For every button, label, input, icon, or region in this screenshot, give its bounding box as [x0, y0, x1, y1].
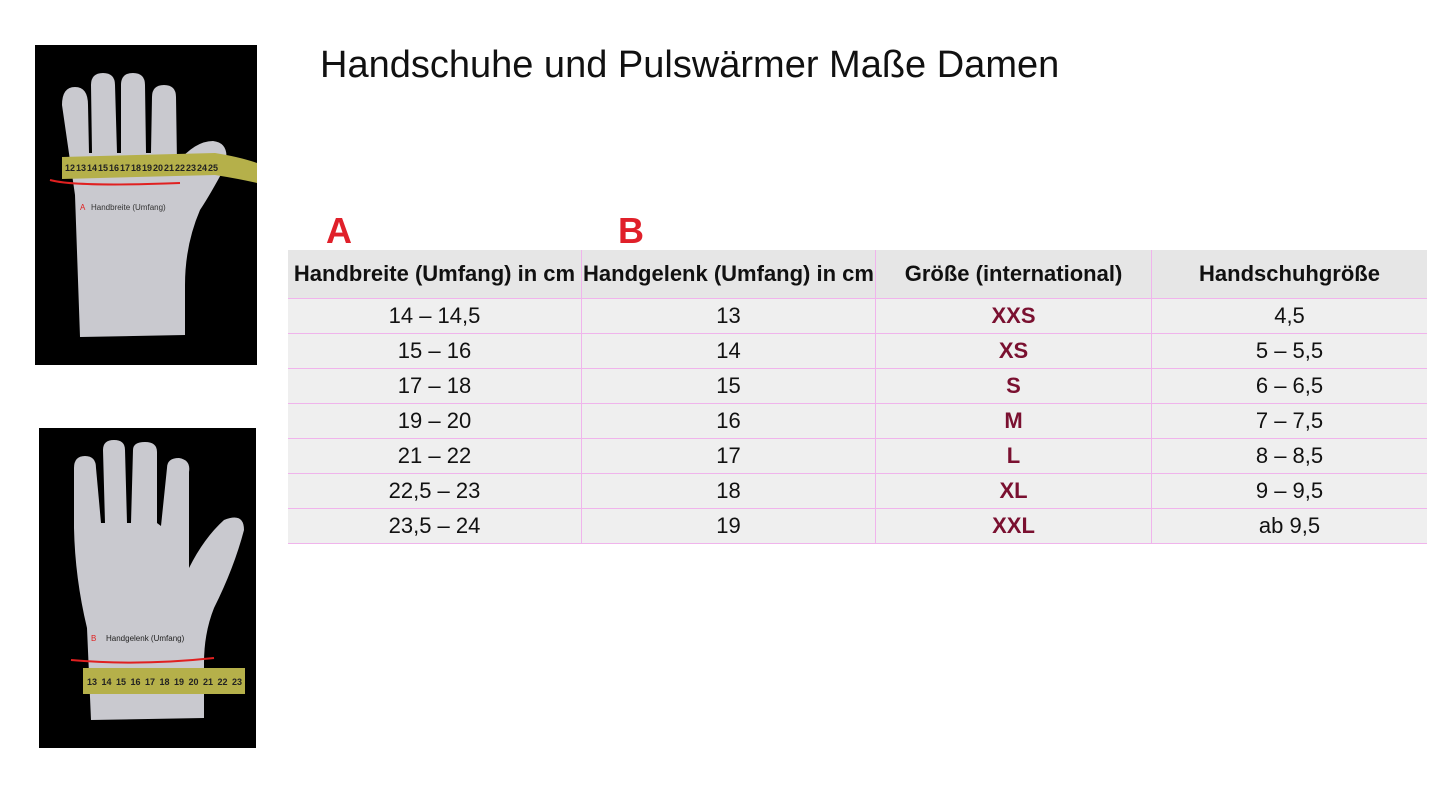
size-cell: XXL [875, 508, 1152, 544]
tape-number: 18 [160, 677, 170, 687]
tape-number: 16 [109, 163, 119, 173]
glove-size-cell: 6 – 6,5 [1151, 368, 1427, 404]
tape-number: 14 [102, 677, 112, 687]
photo-label: Handgelenk (Umfang) [106, 634, 185, 643]
wrist-cell: 18 [581, 473, 876, 509]
header-wrist: Handgelenk (Umfang) in cm [581, 250, 876, 299]
tape-number: 16 [131, 677, 141, 687]
red-measure-line [49, 179, 181, 186]
measuring-tape [83, 668, 245, 694]
tape-number: 17 [145, 677, 155, 687]
table-header-row: Handbreite (Umfang) in cm Handgelenk (Um… [288, 250, 1427, 299]
tape-number: 12 [65, 163, 75, 173]
hand-width-cell: 15 – 16 [288, 333, 582, 369]
tape-number: 13 [87, 677, 97, 687]
glove-size-cell: 9 – 9,5 [1151, 473, 1427, 509]
size-cell: S [875, 368, 1152, 404]
tape-number: 18 [131, 163, 141, 173]
glove-size-cell: 5 – 5,5 [1151, 333, 1427, 369]
tape-number: 25 [208, 163, 218, 173]
header-glove-size: Handschuhgröße [1151, 250, 1427, 299]
tape-number: 19 [174, 677, 184, 687]
photo-label-letter: A [80, 203, 86, 212]
wrist-cell: 16 [581, 403, 876, 439]
glove-size-cell: 7 – 7,5 [1151, 403, 1427, 439]
table-row: 14 – 14,5 13 XXS 4,5 [288, 298, 1427, 334]
tape-number: 13 [76, 163, 86, 173]
hand-width-cell: 17 – 18 [288, 368, 582, 404]
tape-number: 21 [164, 163, 174, 173]
tape-number: 17 [120, 163, 130, 173]
wrist-cell: 14 [581, 333, 876, 369]
header-size-international: Größe (international) [875, 250, 1152, 299]
hand-width-cell: 21 – 22 [288, 438, 582, 474]
hand-glove-shape [62, 73, 227, 337]
glove-size-cell: 8 – 8,5 [1151, 438, 1427, 474]
wrist-photo: 13 14 15 16 17 18 19 20 21 22 23 B Handgelenk (Umf… [39, 428, 256, 748]
hand-glove-shape [74, 440, 244, 720]
tape-number: 21 [203, 677, 213, 687]
hand-width-cell: 22,5 – 23 [288, 473, 582, 509]
tape-number: 15 [116, 677, 126, 687]
tape-number: 22 [218, 677, 228, 687]
glove-size-cell: 4,5 [1151, 298, 1427, 334]
glove-size-cell: ab 9,5 [1151, 508, 1427, 544]
size-table: Handbreite (Umfang) in cm Handgelenk (Um… [288, 250, 1427, 544]
tape-number: 14 [87, 163, 97, 173]
size-cell: L [875, 438, 1152, 474]
wrist-cell: 19 [581, 508, 876, 544]
hand-width-cell: 14 – 14,5 [288, 298, 582, 334]
wrist-cell: 17 [581, 438, 876, 474]
tape-number: 23 [186, 163, 196, 173]
page-title: Handschuhe und Pulswärmer Maße Damen [320, 44, 1060, 86]
tape-number: 20 [189, 677, 199, 687]
column-letter-b: B [618, 210, 644, 251]
table-row: 17 – 18 15 S 6 – 6,5 [288, 368, 1427, 404]
tape-number: 23 [232, 677, 242, 687]
photo-label-letter: B [91, 634, 96, 643]
table-row: 19 – 20 16 M 7 – 7,5 [288, 403, 1427, 439]
hand-width-photo: 12 13 14 15 16 17 18 19 20 21 22 23 24 25 A Handbreit… [35, 45, 257, 365]
hand-width-cell: 19 – 20 [288, 403, 582, 439]
red-measure-line [70, 657, 215, 664]
size-cell: XS [875, 333, 1152, 369]
wrist-cell: 15 [581, 368, 876, 404]
table-row: 21 – 22 17 L 8 – 8,5 [288, 438, 1427, 474]
tape-number: 20 [153, 163, 163, 173]
tape-number: 22 [175, 163, 185, 173]
table-row: 22,5 – 23 18 XL 9 – 9,5 [288, 473, 1427, 509]
tape-number: 24 [197, 163, 207, 173]
measuring-tape: 12 13 14 15 16 17 18 19 20 21 22 23 24 25 [62, 153, 257, 183]
size-cell: XXS [875, 298, 1152, 334]
table-row: 15 – 16 14 XS 5 – 5,5 [288, 333, 1427, 369]
tape-number: 15 [98, 163, 108, 173]
table-row: 23,5 – 24 19 XXL ab 9,5 [288, 508, 1427, 544]
tape-number: 19 [142, 163, 152, 173]
size-cell: M [875, 403, 1152, 439]
header-hand-width: Handbreite (Umfang) in cm [288, 250, 582, 299]
photo-label: Handbreite (Umfang) [91, 203, 166, 212]
wrist-cell: 13 [581, 298, 876, 334]
hand-width-cell: 23,5 – 24 [288, 508, 582, 544]
column-letter-a: A [326, 210, 352, 251]
size-cell: XL [875, 473, 1152, 509]
